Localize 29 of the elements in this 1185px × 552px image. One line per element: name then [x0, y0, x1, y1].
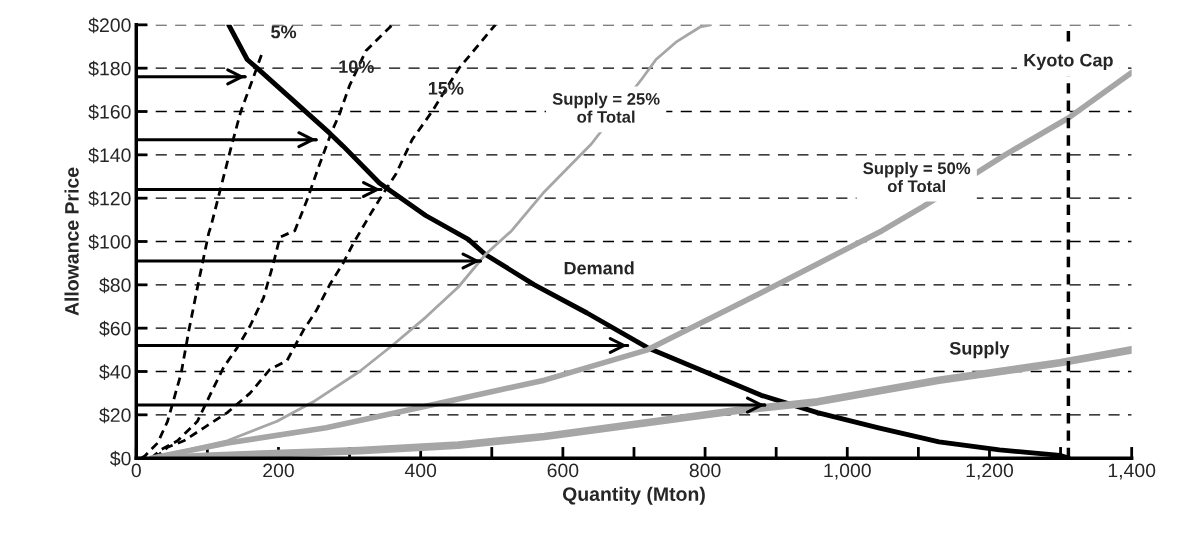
x-tick-label: 200 [263, 463, 294, 478]
x-tick-label: 1,200 [966, 463, 1014, 480]
y-tick-label: $20 [99, 407, 131, 424]
x-tick-label: 600 [547, 463, 579, 478]
x-tick-label: 1,400 [1108, 463, 1156, 480]
x-axis-title: Quantity (Mton) [562, 486, 705, 505]
y-tick-label: $120 [88, 190, 131, 207]
y-tick-label: $180 [88, 60, 131, 77]
x-tick-label: 1,000 [824, 463, 871, 480]
x-tick-label: 400 [404, 463, 437, 478]
annotation: 15% [428, 81, 464, 95]
y-tick-label: $100 [88, 234, 131, 250]
annotation: 5% [271, 25, 297, 39]
x-tick-label: 0 [131, 463, 141, 478]
y-tick-label: $60 [99, 320, 131, 337]
y-tick-label: $160 [88, 104, 131, 120]
y-tick-label: $40 [99, 364, 131, 380]
x-tick-label: 800 [689, 463, 721, 478]
annotation: 10% [339, 60, 374, 74]
y-tick-label: $200 [88, 17, 131, 34]
y-tick-label: $0 [110, 450, 131, 467]
y-tick-label: $140 [88, 147, 131, 164]
y-axis-title: Allowance Price [64, 167, 79, 316]
ref-line-label: Kyoto Cap [1024, 53, 1113, 71]
annotation: Demand [564, 261, 634, 275]
annotation: Supply = 50% of Total [863, 161, 971, 193]
y-tick-label: $80 [99, 277, 131, 294]
annotation: Supply [949, 341, 1010, 359]
annotation: Supply = 25% of Total [552, 92, 660, 123]
